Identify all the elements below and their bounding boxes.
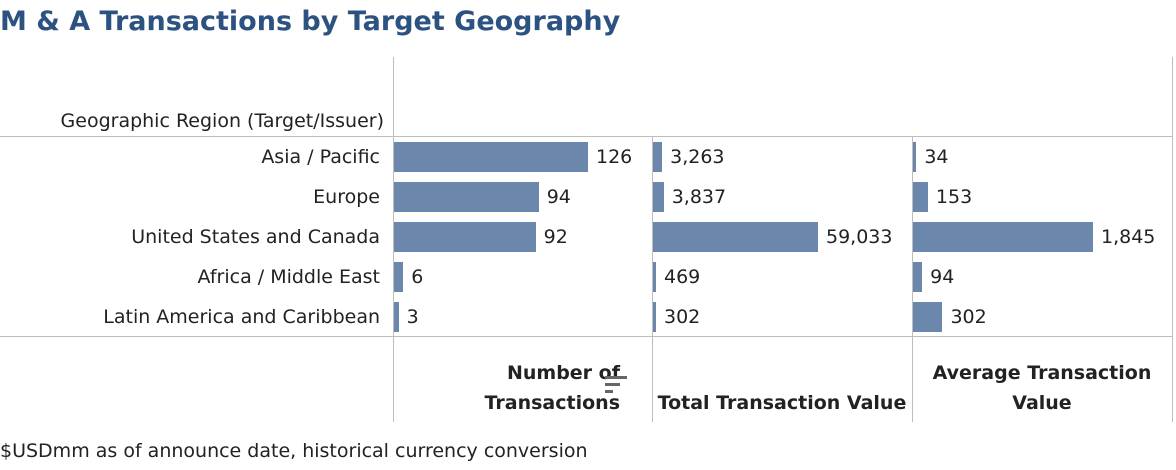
grid-line [0, 136, 1173, 137]
grid-line [912, 136, 913, 422]
column-header-count-line1: Number of [506, 362, 620, 384]
data-label: 126 [596, 146, 633, 168]
data-label: 153 [935, 186, 973, 208]
data-label: 92 [543, 226, 568, 248]
bar[interactable] [913, 222, 1093, 252]
data-label: 34 [924, 146, 949, 168]
category-label: Africa / Middle East [197, 266, 380, 288]
category-label: Europe [313, 186, 380, 208]
bar[interactable] [653, 142, 663, 172]
data-label: 302 [664, 306, 701, 328]
category-label: Latin America and Caribbean [103, 306, 380, 328]
bar[interactable] [394, 142, 588, 172]
column-header-count[interactable]: Number of Transactions [430, 358, 620, 418]
column-header-total[interactable]: Total Transaction Value [657, 392, 907, 414]
column-header-count-line2: Transactions [484, 392, 620, 414]
category-label: Asia / Pacific [261, 146, 380, 168]
grid-line [393, 57, 394, 422]
bar[interactable] [653, 302, 656, 332]
column-header-average[interactable]: Average Transaction Value [912, 358, 1172, 418]
row-header: Geographic Region (Target/Issuer) [60, 110, 384, 132]
category-label: United States and Canada [131, 226, 380, 248]
data-label: 6 [411, 266, 424, 288]
footnote: $USDmm as of announce date, historical c… [0, 440, 588, 462]
data-label: 94 [546, 186, 571, 208]
data-label: 3,263 [670, 146, 725, 168]
bar[interactable] [913, 182, 928, 212]
bar[interactable] [653, 182, 664, 212]
bar[interactable] [653, 222, 818, 252]
column-header-average-line1: Average Transaction [932, 362, 1152, 384]
grid-line [1172, 57, 1173, 422]
data-label: 302 [950, 306, 987, 328]
sort-icon[interactable] [605, 376, 627, 396]
bar[interactable] [394, 222, 536, 252]
bar[interactable] [653, 262, 656, 292]
chart-title: M & A Transactions by Target Geography [0, 6, 621, 37]
column-header-average-line2: Value [1012, 392, 1072, 414]
data-label: 3 [406, 306, 419, 328]
bar[interactable] [394, 262, 404, 292]
bar[interactable] [913, 262, 923, 292]
data-label: 469 [664, 266, 701, 288]
bar[interactable] [394, 302, 399, 332]
bar[interactable] [394, 182, 539, 212]
data-label: 94 [930, 266, 955, 288]
grid-line [0, 336, 1173, 337]
bar[interactable] [913, 142, 917, 172]
data-label: 3,837 [671, 186, 727, 208]
data-label: 1,845 [1101, 226, 1156, 248]
grid-line [652, 136, 653, 422]
bar[interactable] [913, 302, 943, 332]
data-label: 59,033 [826, 226, 893, 248]
